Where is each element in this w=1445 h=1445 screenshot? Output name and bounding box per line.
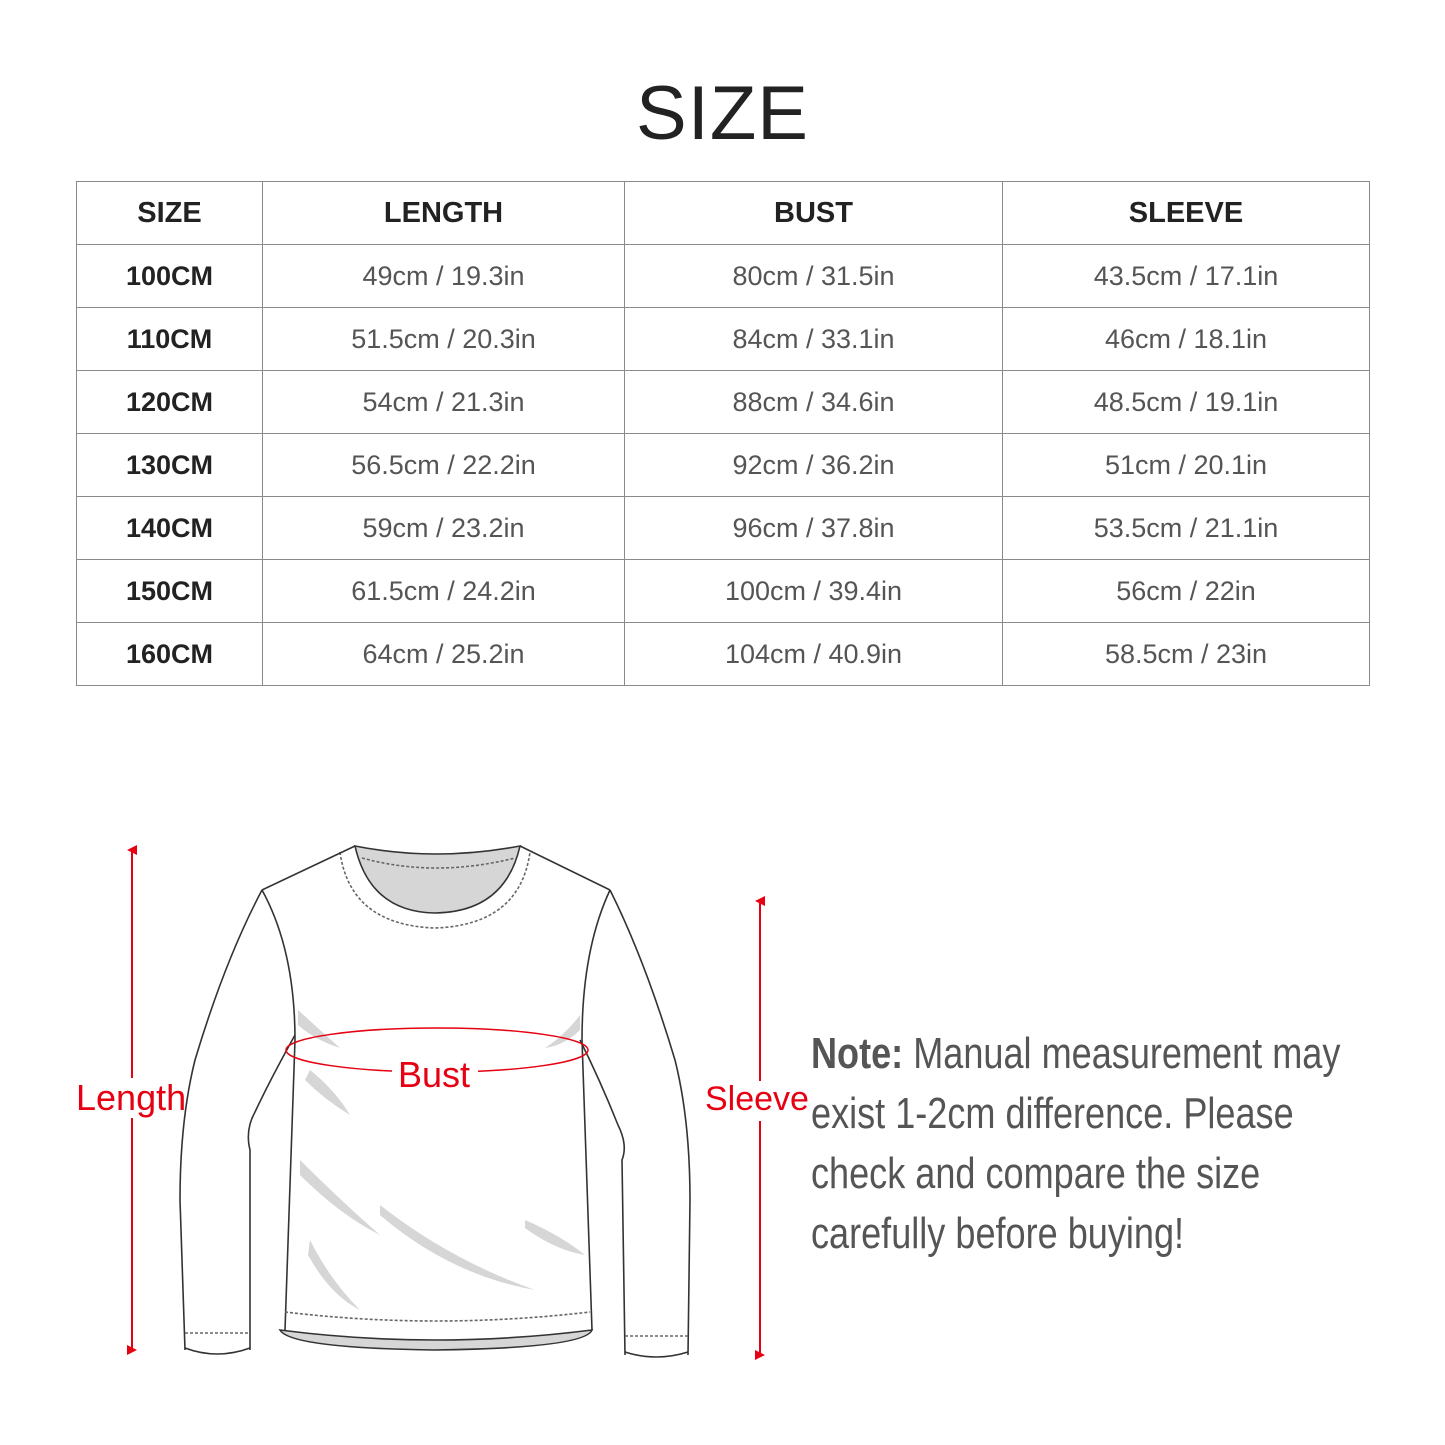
cell-bust: 104cm / 40.9in: [624, 622, 1003, 686]
cell-size: 160CM: [76, 622, 263, 686]
sleeve-label: Sleeve: [705, 1080, 809, 1118]
cell-length: 61.5cm / 24.2in: [262, 559, 625, 623]
shirt-shading: [298, 1010, 585, 1310]
cell-length: 49cm / 19.3in: [262, 244, 625, 308]
table-row: 110CM 51.5cm / 20.3in 84cm / 33.1in 46cm / …: [76, 307, 1370, 371]
note-prefix: Note:: [811, 1029, 904, 1078]
cell-length: 51.5cm / 20.3in: [262, 307, 625, 371]
size-table: SIZE LENGTH BUST SLEEVE 100CM 49cm / 19.3…: [76, 181, 1370, 686]
cell-sleeve: 46cm / 18.1in: [1002, 307, 1370, 371]
table-row: 150CM 61.5cm / 24.2in 100cm / 39.4in 56cm /…: [76, 559, 1370, 623]
cell-sleeve: 56cm / 22in: [1002, 559, 1370, 623]
cell-size: 110CM: [76, 307, 263, 371]
note-line-3: check and compare the size: [811, 1149, 1261, 1198]
note-line-4: carefully before buying!: [811, 1209, 1185, 1258]
cell-sleeve: 48.5cm / 19.1in: [1002, 370, 1370, 434]
table-row: 100CM 49cm / 19.3in 80cm / 31.5in 43.5cm / …: [76, 244, 1370, 308]
note-line-2: exist 1-2cm difference. Please: [811, 1089, 1294, 1138]
cell-bust: 84cm / 33.1in: [624, 307, 1003, 371]
cell-size: 150CM: [76, 559, 263, 623]
cell-sleeve: 43.5cm / 17.1in: [1002, 244, 1370, 308]
cell-bust: 92cm / 36.2in: [624, 433, 1003, 497]
table-row: 160CM 64cm / 25.2in 104cm / 40.9in 58.5cm /…: [76, 622, 1370, 686]
table-row: 130CM 56.5cm / 22.2in 92cm / 36.2in 51cm / …: [76, 433, 1370, 497]
cell-bust: 88cm / 34.6in: [624, 370, 1003, 434]
cell-bust: 80cm / 31.5in: [624, 244, 1003, 308]
header-size: SIZE: [76, 181, 263, 245]
length-label: Length: [76, 1077, 187, 1118]
cell-sleeve: 51cm / 20.1in: [1002, 433, 1370, 497]
bust-label: Bust: [398, 1054, 471, 1095]
cell-length: 64cm / 25.2in: [262, 622, 625, 686]
cell-sleeve: 58.5cm / 23in: [1002, 622, 1370, 686]
header-bust: BUST: [624, 181, 1003, 245]
cell-length: 56.5cm / 22.2in: [262, 433, 625, 497]
page-title: SIZE: [636, 71, 809, 156]
shirt-outline: [179, 844, 691, 1358]
note-line-1: Manual measurement may: [913, 1029, 1341, 1078]
header-sleeve: SLEEVE: [1002, 181, 1370, 245]
table-row: 140CM 59cm / 23.2in 96cm / 37.8in 53.5cm / …: [76, 496, 1370, 560]
table-row: 120CM 54cm / 21.3in 88cm / 34.6in 48.5cm / …: [76, 370, 1370, 434]
cell-length: 54cm / 21.3in: [262, 370, 625, 434]
cell-size: 140CM: [76, 496, 263, 560]
cell-length: 59cm / 23.2in: [262, 496, 625, 560]
cell-size: 130CM: [76, 433, 263, 497]
cell-bust: 100cm / 39.4in: [624, 559, 1003, 623]
measurement-note: Note: Manual measurement may exist 1-2cm…: [811, 1024, 1340, 1264]
cell-size: 100CM: [76, 244, 263, 308]
cell-sleeve: 53.5cm / 21.1in: [1002, 496, 1370, 560]
cell-bust: 96cm / 37.8in: [624, 496, 1003, 560]
